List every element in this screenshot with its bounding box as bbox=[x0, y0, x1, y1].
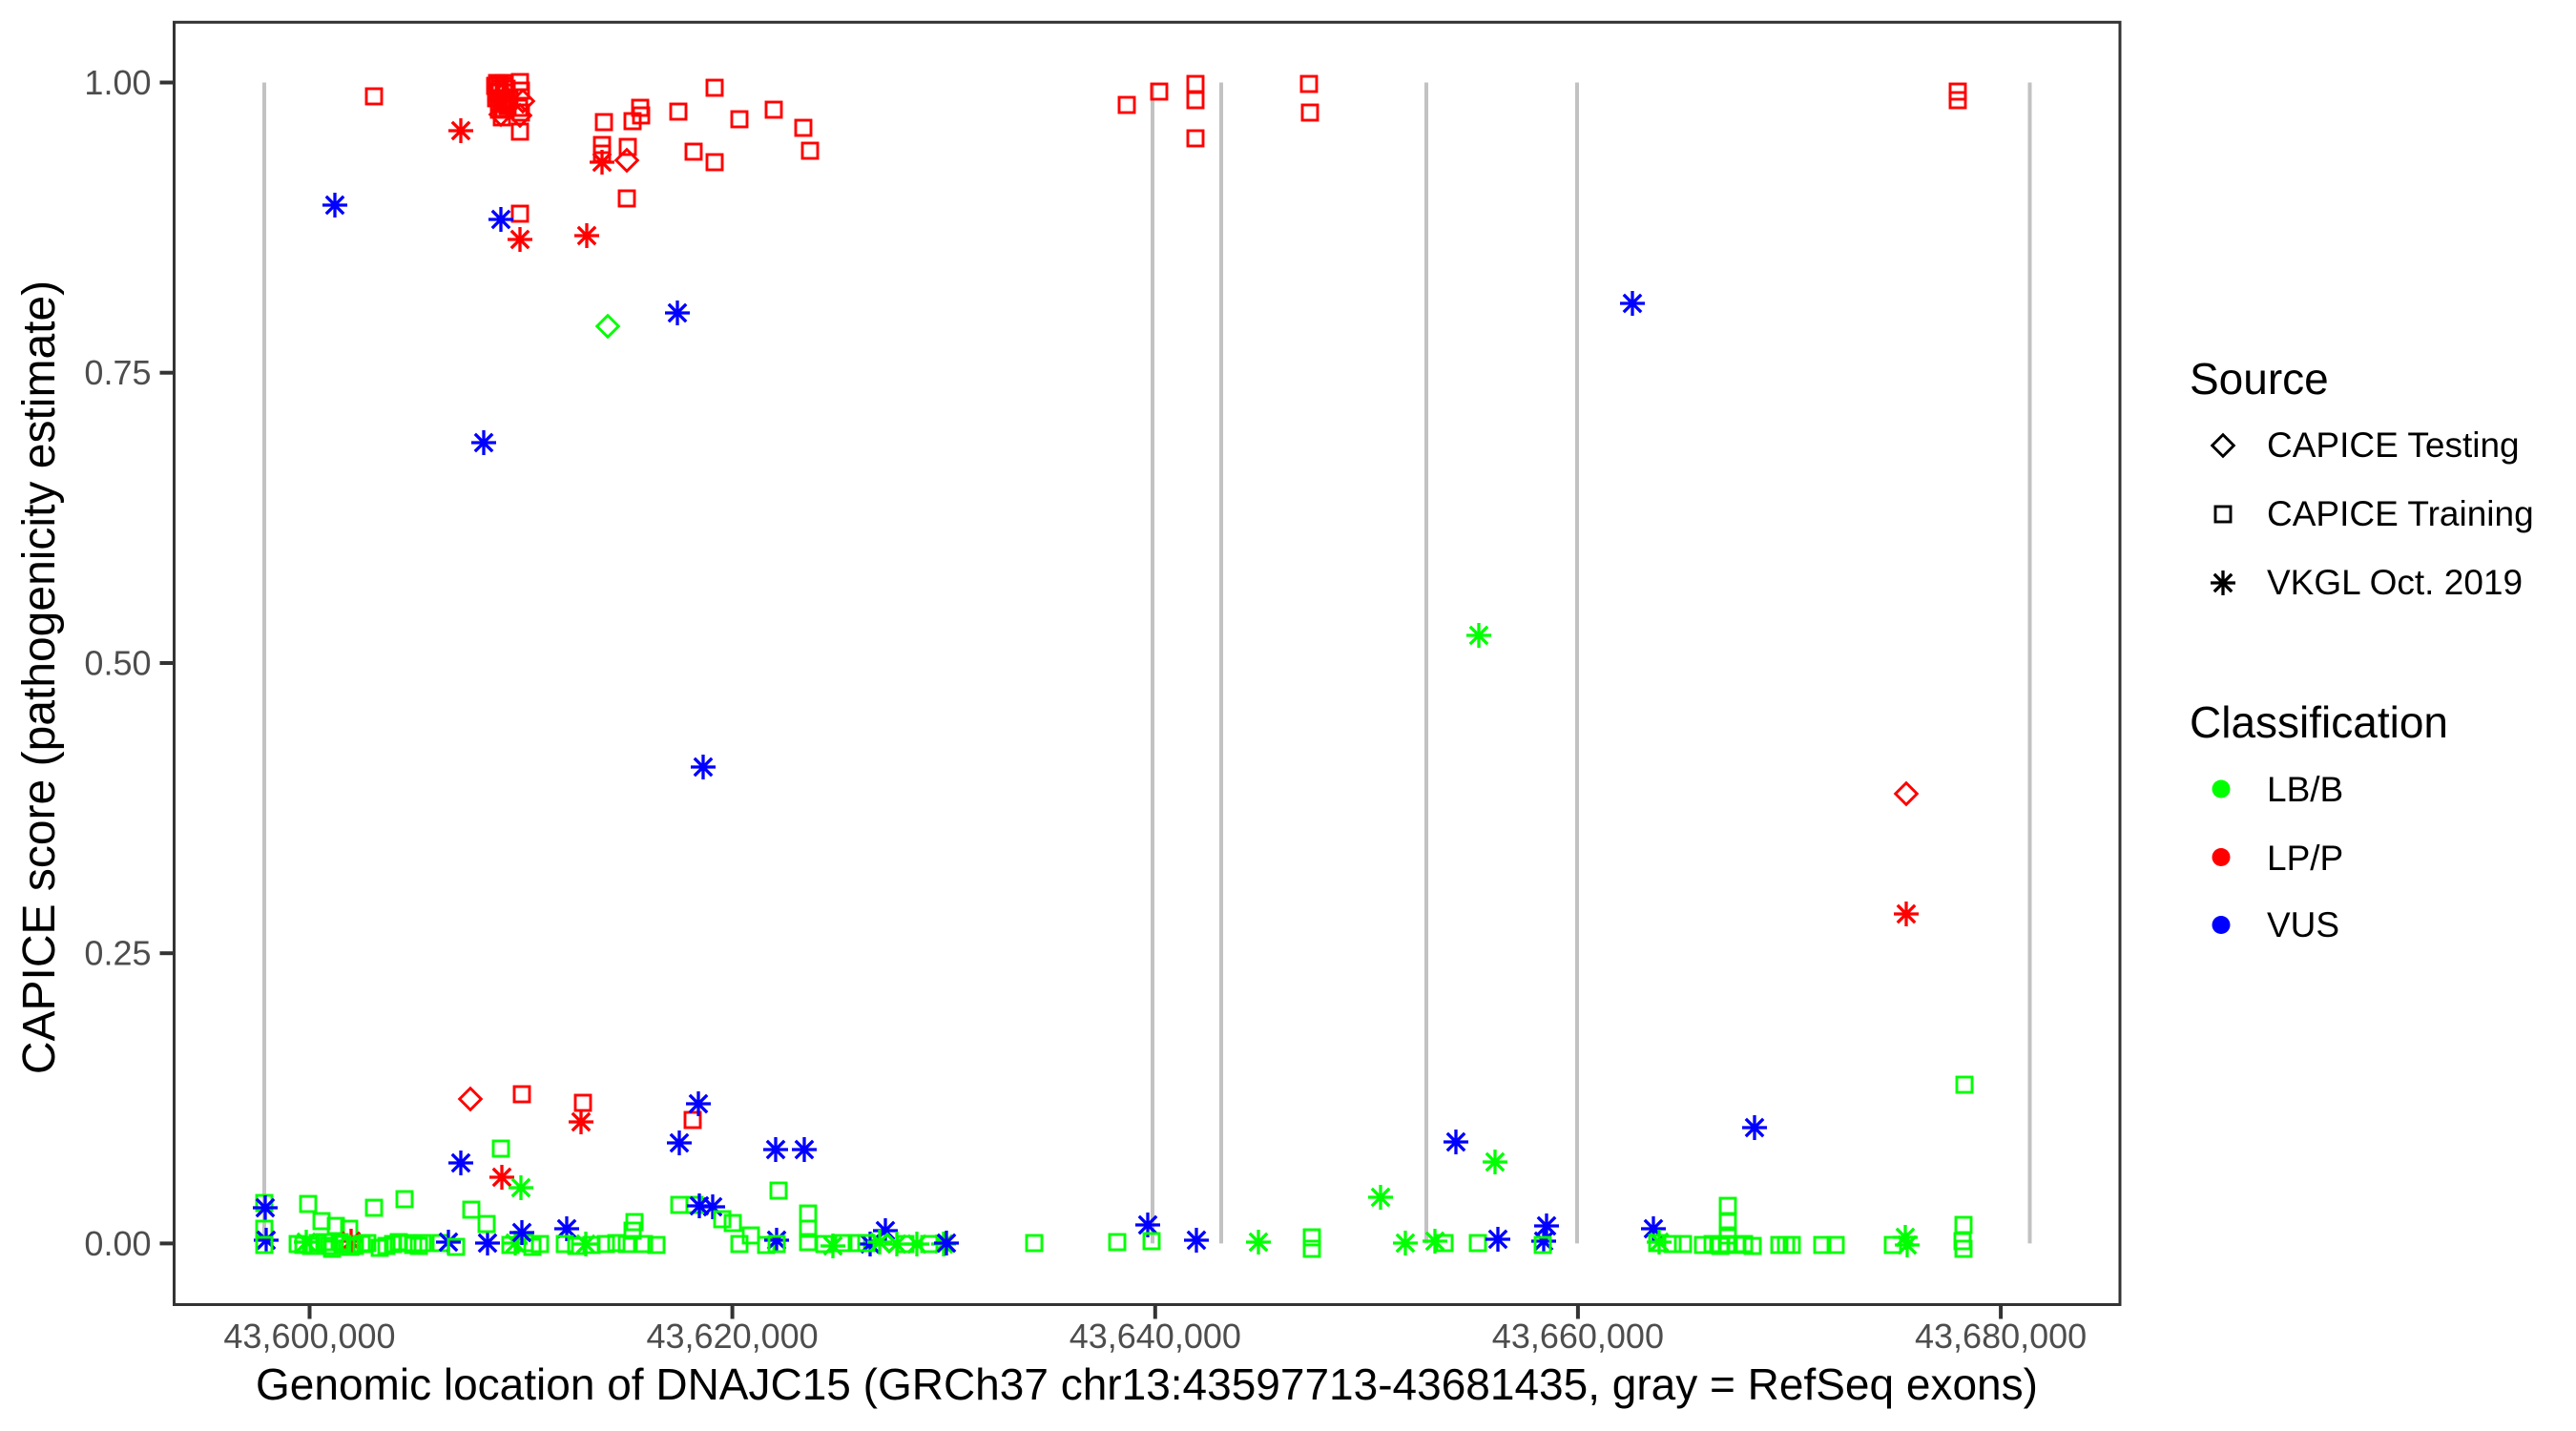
svg-text:43,620,000: 43,620,000 bbox=[647, 1317, 819, 1356]
svg-text:Classification: Classification bbox=[2190, 697, 2448, 747]
svg-text:Source: Source bbox=[2190, 354, 2329, 404]
svg-text:CAPICE score (pathogenicity es: CAPICE score (pathogenicity estimate) bbox=[14, 280, 65, 1074]
svg-text:0.50: 0.50 bbox=[84, 644, 151, 683]
svg-text:CAPICE Testing: CAPICE Testing bbox=[2267, 425, 2520, 465]
svg-text:LP/P: LP/P bbox=[2267, 839, 2343, 878]
svg-text:43,640,000: 43,640,000 bbox=[1070, 1317, 1241, 1356]
svg-text:0.75: 0.75 bbox=[84, 353, 151, 392]
svg-text:LB/B: LB/B bbox=[2267, 770, 2343, 809]
svg-text:1.00: 1.00 bbox=[84, 63, 151, 102]
svg-text:43,660,000: 43,660,000 bbox=[1492, 1317, 1664, 1356]
svg-text:0.25: 0.25 bbox=[84, 934, 151, 973]
svg-text:43,600,000: 43,600,000 bbox=[223, 1317, 395, 1356]
svg-text:CAPICE Training: CAPICE Training bbox=[2267, 494, 2534, 533]
svg-text:43,680,000: 43,680,000 bbox=[1915, 1317, 2087, 1356]
svg-text:Genomic location of DNAJC15 (G: Genomic location of DNAJC15 (GRCh37 chr1… bbox=[256, 1359, 2038, 1409]
svg-text:VKGL Oct. 2019: VKGL Oct. 2019 bbox=[2267, 563, 2523, 602]
svg-text:0.00: 0.00 bbox=[84, 1224, 151, 1263]
svg-text:VUS: VUS bbox=[2267, 905, 2339, 944]
